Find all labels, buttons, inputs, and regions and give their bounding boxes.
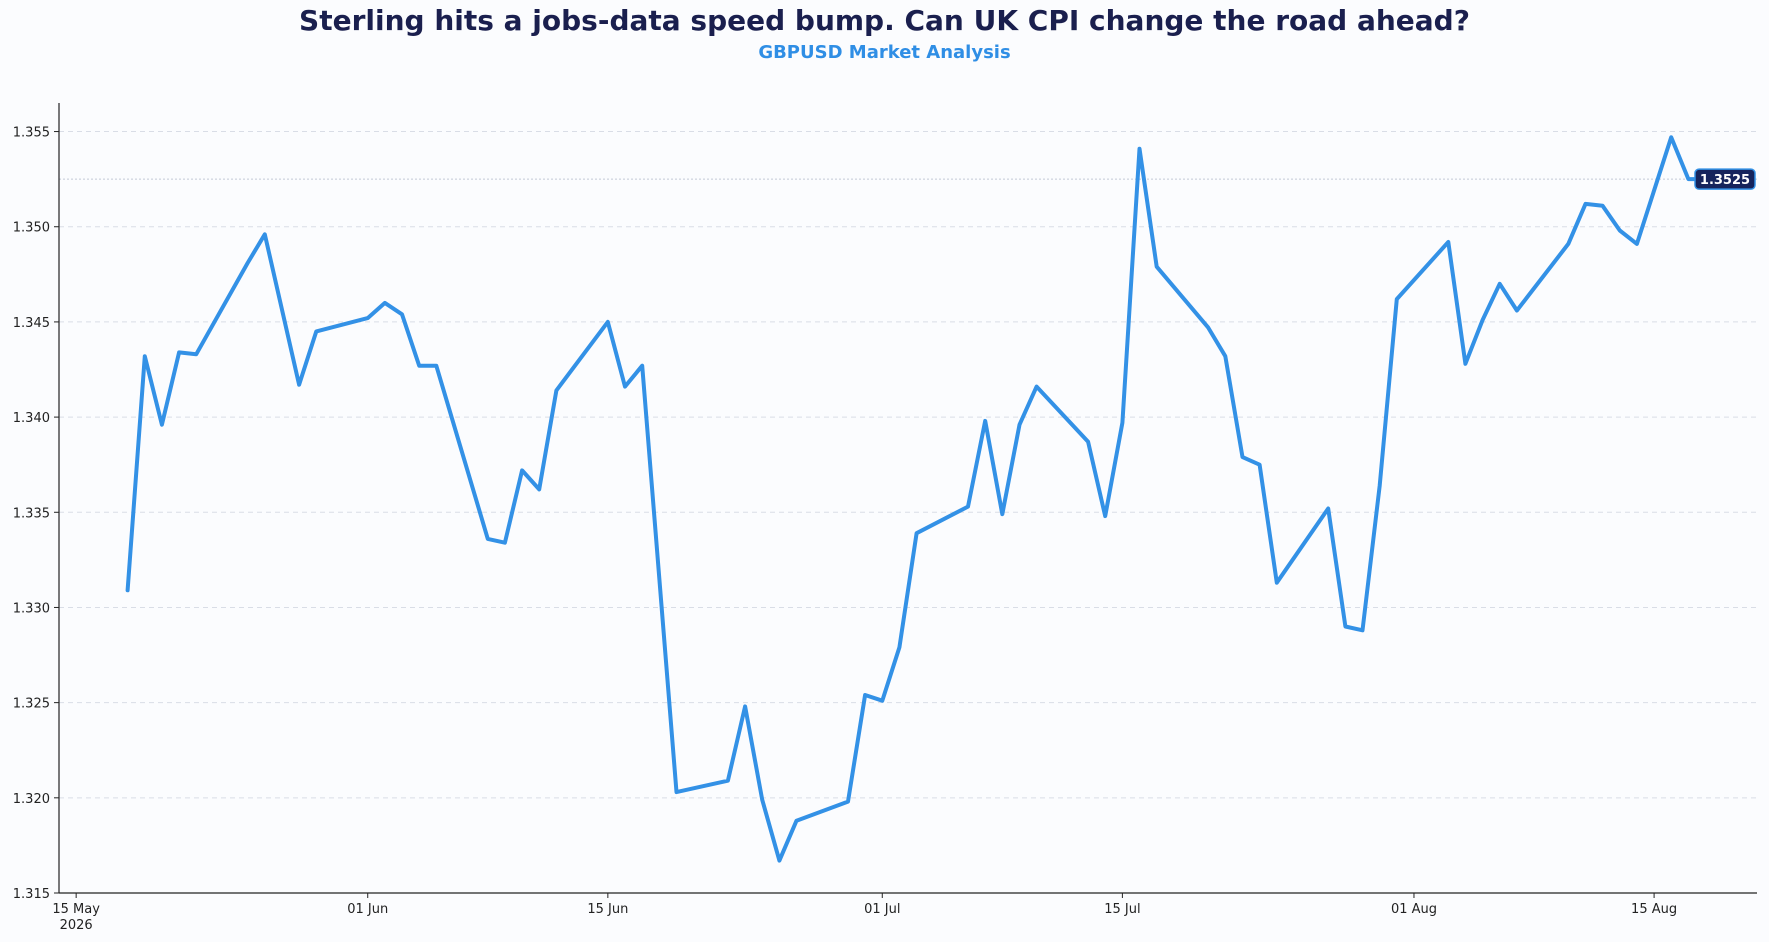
data-point [640, 364, 644, 368]
data-point [1206, 326, 1210, 330]
last-value-badge [1694, 168, 1756, 190]
data-point [880, 699, 884, 703]
data-point [417, 364, 421, 368]
data-point [434, 364, 438, 368]
x-tick-sublabel: 2026 [60, 918, 93, 933]
data-point [1155, 265, 1159, 269]
data-point [383, 301, 387, 305]
y-tick-label: 1.355 [13, 126, 50, 141]
data-point [1326, 506, 1330, 510]
x-tick-label: 01 Jun [347, 902, 388, 917]
data-point [537, 487, 541, 491]
data-point [1395, 297, 1399, 301]
data-point [400, 312, 404, 316]
y-tick-label: 1.350 [13, 221, 50, 236]
data-point [1343, 624, 1347, 628]
data-point [1361, 628, 1365, 632]
data-point [897, 645, 901, 649]
data-point [1103, 514, 1107, 518]
data-point [1138, 147, 1142, 151]
data-point [1481, 318, 1485, 322]
data-point [177, 350, 181, 354]
x-tick-label: 15 May [52, 902, 100, 917]
data-point [606, 320, 610, 324]
data-point [194, 352, 198, 356]
data-point [1566, 242, 1570, 246]
data-point [246, 261, 250, 265]
data-point [314, 329, 318, 333]
data-point [297, 383, 301, 387]
data-point [726, 779, 730, 783]
data-point [366, 316, 370, 320]
data-point [1583, 202, 1587, 206]
data-point [1463, 362, 1467, 366]
chart-subtitle: GBPUSD Market Analysis [758, 42, 1011, 63]
data-point [1120, 421, 1124, 425]
y-tick-label: 1.330 [13, 601, 50, 616]
data-point [263, 232, 267, 236]
data-point [503, 541, 507, 545]
data-point [1275, 581, 1279, 585]
y-tick-label: 1.315 [13, 887, 50, 902]
series-line [125, 135, 1708, 863]
data-point [1017, 423, 1021, 427]
data-point [1686, 177, 1690, 181]
data-point [1258, 463, 1262, 467]
data-point [1446, 240, 1450, 244]
data-point [1618, 229, 1622, 233]
data-point [743, 704, 747, 708]
y-tick-label: 1.325 [13, 697, 50, 712]
data-point [1035, 385, 1039, 389]
data-point [1378, 484, 1382, 488]
data-point [1601, 204, 1605, 208]
data-point [486, 537, 490, 541]
data-point [126, 588, 130, 592]
data-point [1086, 440, 1090, 444]
y-tick-label: 1.335 [13, 506, 50, 521]
data-point [1000, 512, 1004, 516]
data-point [1223, 354, 1227, 358]
y-tick-label: 1.345 [13, 316, 50, 331]
data-point [1240, 455, 1244, 459]
x-tick-label: 15 Jun [587, 902, 628, 917]
data-point [160, 423, 164, 427]
x-tick-label: 15 Jul [1104, 902, 1140, 917]
x-tick-label: 15 Aug [1631, 902, 1677, 917]
data-point [1669, 135, 1673, 139]
data-point [846, 800, 850, 804]
data-point [760, 798, 764, 802]
data-point [520, 468, 524, 472]
data-point [983, 419, 987, 423]
chart-title: Sterling hits a jobs-data speed bump. Ca… [299, 4, 1470, 37]
data-point [863, 693, 867, 697]
x-tick-label: 01 Aug [1391, 902, 1437, 917]
x-tick-label: 01 Jul [864, 902, 900, 917]
data-point [143, 354, 147, 358]
data-point [915, 531, 919, 535]
data-point [1515, 308, 1519, 312]
data-point [674, 790, 678, 794]
data-point [554, 388, 558, 392]
data-point [1498, 282, 1502, 286]
data-point [623, 385, 627, 389]
data-point [777, 859, 781, 863]
y-tick-label: 1.320 [13, 792, 50, 807]
last-value-label: 1.3525 [1700, 173, 1750, 188]
data-point [966, 505, 970, 509]
y-tick-label: 1.340 [13, 411, 50, 426]
data-point [795, 819, 799, 823]
data-point [1635, 242, 1639, 246]
